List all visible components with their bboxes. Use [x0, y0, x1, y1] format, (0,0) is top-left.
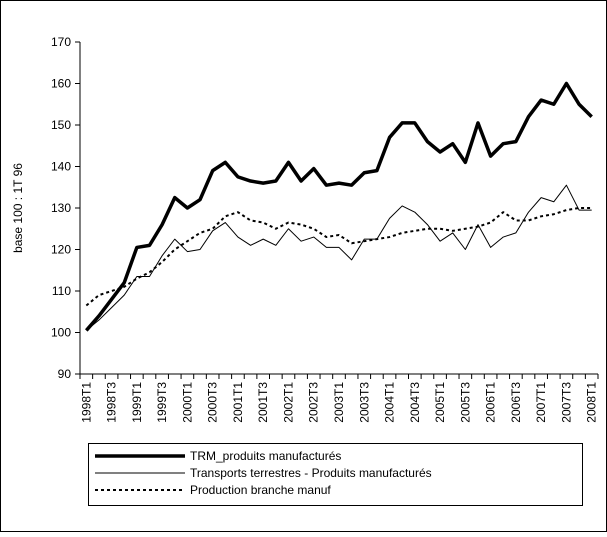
x-tick-label: 2006T1 — [484, 382, 498, 423]
x-tick-label: 2005T1 — [433, 382, 447, 423]
y-tick-label: 100 — [51, 326, 71, 340]
legend-label: Transports terrestres - Produits manufac… — [190, 466, 432, 480]
x-tick-label: 2001T3 — [256, 382, 270, 423]
y-tick-label: 140 — [51, 160, 71, 174]
y-axis-label: base 100 : 1T 96 — [11, 163, 25, 253]
x-tick-label: 2003T1 — [332, 382, 346, 423]
y-tick-label: 110 — [52, 284, 71, 298]
x-tick-label: 2008T1 — [585, 382, 599, 423]
x-tick-label: 2001T1 — [231, 382, 245, 423]
legend-box — [88, 443, 583, 506]
y-tick-label: 120 — [51, 243, 71, 257]
y-tick-label: 130 — [51, 201, 71, 215]
x-tick-label: 2003T3 — [357, 382, 371, 423]
x-tick-label: 2000T1 — [180, 382, 194, 423]
y-tick-label: 90 — [58, 367, 72, 381]
x-tick-label: 2007T3 — [559, 382, 573, 423]
legend-label: Production branche manuf — [190, 483, 331, 497]
x-tick-label: 2000T3 — [206, 382, 220, 423]
series-line — [84, 81, 593, 332]
x-tick-label: 2002T3 — [307, 382, 321, 423]
y-tick-label: 160 — [51, 77, 71, 91]
series-line — [85, 207, 592, 307]
x-tick-label: 2005T3 — [458, 382, 472, 423]
x-tick-label: 2006T3 — [509, 382, 523, 423]
legend-label: TRM_produits manufacturés — [190, 449, 341, 463]
x-tick-label: 1998T3 — [105, 382, 119, 423]
x-tick-label: 2004T3 — [408, 382, 422, 423]
x-tick-label: 1998T1 — [79, 382, 93, 423]
x-tick-label: 1999T1 — [130, 382, 144, 423]
x-tick-label: 2007T1 — [534, 382, 548, 423]
y-tick-label: 170 — [51, 35, 71, 49]
x-tick-label: 2002T1 — [281, 382, 295, 423]
x-tick-label: 1999T3 — [155, 382, 169, 423]
x-tick-label: 2004T1 — [383, 382, 397, 423]
series-line — [85, 184, 592, 331]
y-tick-label: 150 — [51, 118, 71, 132]
